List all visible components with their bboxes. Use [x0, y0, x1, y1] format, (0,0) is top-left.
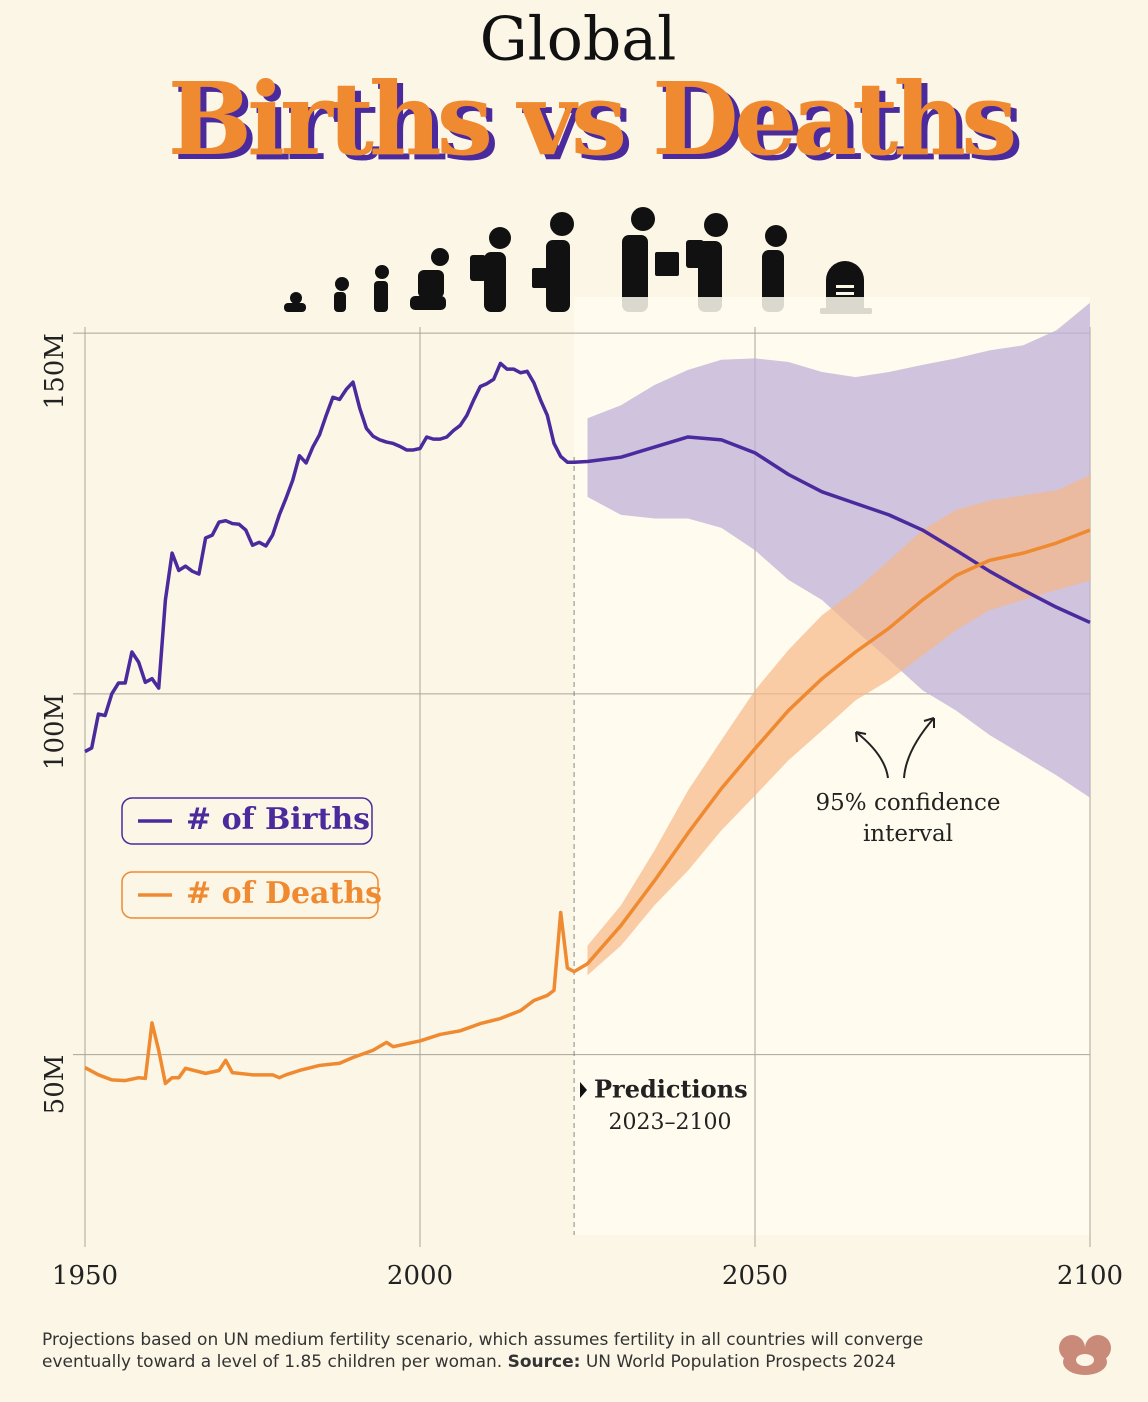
footnote-text: eventually toward a level of 1.85 childr… [42, 1352, 502, 1372]
y-tick-label: 50M [40, 1055, 70, 1115]
x-tick-label: 2000 [387, 1261, 453, 1291]
legend-label: # of Births [186, 802, 370, 837]
confidence-band [587, 302, 1090, 798]
logo [1059, 1335, 1111, 1375]
x-tick-label: 2100 [1057, 1261, 1123, 1291]
annotation: interval [863, 821, 953, 847]
predictions-range: 2023–2100 [609, 1110, 732, 1135]
x-tick-label: 2050 [722, 1261, 788, 1291]
y-tick-label: 150M [40, 333, 70, 409]
series-line [84, 361, 1091, 754]
x-tick-label: 1950 [52, 1261, 118, 1291]
annotation-arrows [855, 717, 935, 779]
title: Births vs Deaths [168, 60, 1014, 178]
footnote: Projections based on UN medium fertility… [42, 1330, 923, 1350]
legend-label: # of Deaths [186, 876, 382, 911]
supertitle: Global [480, 5, 677, 75]
predictions-label: Predictions [594, 1075, 748, 1104]
footnote: eventually toward a level of 1.85 childr… [42, 1352, 896, 1372]
predictions-marker [580, 1082, 587, 1098]
plot: 1950 2000 2050 2100 50M 100M 150M # of Births # … [40, 297, 1123, 1291]
annotation: 95% confidence [816, 790, 1001, 816]
life-icons [284, 207, 872, 314]
y-tick-label: 100M [40, 694, 70, 770]
legend-box [121, 797, 373, 845]
source: UN World Population Prospects 2024 [586, 1352, 896, 1372]
legend-box [121, 871, 379, 919]
confidence-band [587, 475, 1090, 976]
series-line [84, 528, 1091, 1086]
source-label: Source: [508, 1352, 581, 1372]
title-shadow: Births vs Deaths [174, 65, 1020, 183]
